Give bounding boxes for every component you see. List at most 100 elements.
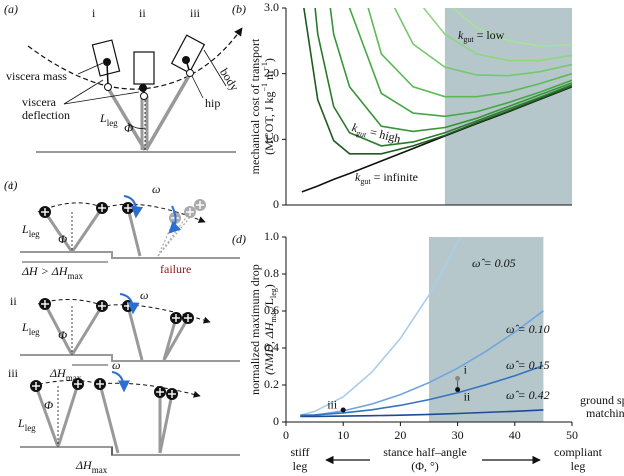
panel-label: (c): [4, 178, 17, 192]
x-axis-label: stance half–angle: [383, 445, 467, 459]
y-tick-label: 1.0: [264, 229, 279, 243]
y-axis-label: (NMD, ΔHmax/Lleg): [262, 284, 279, 375]
series-label: ω̂ = 0.15: [506, 358, 550, 372]
annotation: kgut = low: [458, 28, 505, 45]
failure-label: failure: [160, 262, 191, 276]
x-tick-label: 20: [394, 428, 406, 442]
leg-label: Lleg: [21, 320, 40, 337]
line: [422, 8, 572, 62]
x-axis-label: stiff: [290, 445, 309, 459]
y-tick-label: 3.0: [264, 0, 279, 14]
label-part: L: [17, 416, 25, 430]
label-part: (MCOT, J kg: [262, 91, 276, 154]
leg-label: Lleg: [99, 111, 118, 128]
line: [314, 8, 572, 147]
label-part: leg: [29, 327, 40, 337]
y-tick-label: 0: [273, 197, 279, 211]
chart: 0 1.0 2.0 3.0 mechanical cost of transport (M…: [248, 0, 572, 211]
y-axis-label: (MCOT, J kg−1 m−1): [260, 58, 275, 155]
label-part: ): [262, 58, 276, 62]
shaded-region: [429, 237, 544, 422]
stage-label: ii: [139, 6, 146, 20]
omega-label: ω: [152, 182, 160, 196]
line: [329, 8, 572, 133]
chart: 0 0.2 0.4 0.6 0.8 1.0 0 10 20 30 40 50 normalized ma…: [248, 229, 624, 473]
y-tick-label: 0.8: [264, 266, 279, 280]
line: [348, 8, 572, 118]
x-tick-label: 40: [509, 428, 521, 442]
x-tick-label: 0: [283, 428, 289, 442]
line: [303, 8, 572, 155]
y-tick-label: 0: [273, 414, 279, 428]
label-part: (NMD, ΔH: [262, 321, 276, 375]
label: body: [217, 66, 242, 94]
label-part: −1: [260, 62, 269, 71]
point-label: i: [464, 362, 468, 376]
stage-label: ii: [10, 294, 17, 308]
series-group: [300, 237, 544, 418]
x-tick-label: 50: [566, 428, 578, 442]
line: [393, 8, 572, 77]
label: deflection: [22, 108, 70, 122]
y-axis-label: mechanical cost of transport: [248, 38, 262, 174]
line: [300, 409, 544, 418]
label-part: ΔH: [49, 366, 67, 380]
stage-label: i: [92, 6, 96, 20]
point: [455, 376, 461, 382]
label-part: L: [21, 320, 29, 334]
x-axis-label: leg: [293, 459, 308, 473]
y-tick-label: 2.0: [264, 65, 279, 79]
angle-label: Φ: [58, 328, 67, 342]
label-part: leg: [269, 288, 278, 298]
panel-label: (b): [232, 2, 246, 16]
label-part: ): [262, 284, 276, 288]
point-label: iii: [327, 398, 338, 412]
annotation: ground speed: [580, 393, 624, 407]
line: [300, 237, 462, 416]
line: [300, 310, 544, 417]
annotation: kgut = infinite: [355, 170, 418, 187]
line: [451, 8, 572, 47]
omega-label: ω: [112, 358, 120, 372]
label: hip: [205, 96, 220, 110]
angle-label: Φ: [124, 121, 133, 135]
y-tick-label: 0.2: [264, 377, 279, 391]
y-tick-label: 0.4: [264, 340, 279, 354]
label-part: gut: [355, 129, 368, 140]
y-tick-label: 1.0: [264, 131, 279, 145]
label-part: max: [92, 465, 108, 475]
drop-label: ΔH > ΔHmax: [21, 264, 84, 281]
line: [367, 8, 572, 98]
series-group: [301, 8, 572, 193]
label-part: leg: [107, 118, 118, 128]
label-part: L: [99, 111, 107, 125]
label-part: max: [68, 271, 84, 281]
diagram-a: i ii iii viscera mass viscera deflection…: [6, 6, 243, 153]
annotation: matching: [586, 406, 624, 420]
stage-label: iii: [190, 6, 201, 20]
label-part: = infinite: [371, 170, 418, 184]
series-label: ω̂ = 0.42: [506, 388, 550, 402]
label-part: gut: [360, 177, 371, 186]
label-part: leg: [25, 423, 36, 433]
point: [455, 387, 461, 393]
series-label: ω̂ = 0.05: [472, 256, 516, 270]
label-part: k: [355, 170, 361, 184]
point-label: ii: [464, 389, 471, 403]
point: [340, 407, 346, 413]
label-part: gut: [463, 35, 474, 44]
omega-label: ω: [140, 288, 148, 302]
diagram-c: i ω Lleg Φ ΔH > ΔHmax failure ii ω Lleg …: [8, 178, 240, 475]
x-axis-label: (Φ, °): [411, 459, 439, 473]
label-part: = low: [474, 28, 505, 42]
series-label: ω̂ = 0.10: [506, 322, 550, 336]
x-tick-label: 30: [452, 428, 464, 442]
label-part: k: [458, 28, 464, 42]
label-part: leg: [29, 229, 40, 239]
stage-label: i: [10, 178, 14, 192]
leg-label: Lleg: [17, 416, 36, 433]
panel-label: (a): [4, 2, 18, 16]
leg-label: Lleg: [21, 222, 40, 239]
x-tick-label: 10: [337, 428, 349, 442]
